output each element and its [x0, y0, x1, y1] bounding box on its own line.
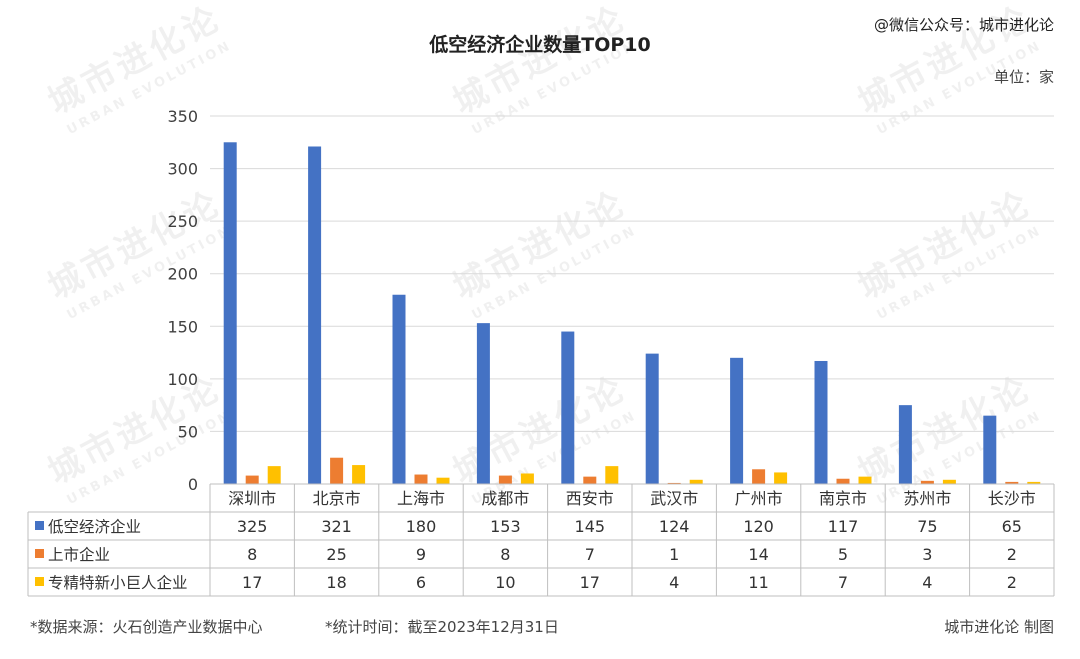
x-tick-label: 广州市 [735, 489, 783, 508]
data-source-note: *数据来源：火石创造产业数据中心 [30, 618, 263, 636]
bar [752, 469, 766, 484]
data-label: 120 [743, 517, 774, 536]
bar [667, 482, 681, 484]
x-tick-label: 上海市 [397, 489, 445, 508]
x-tick-label: 成都市 [481, 489, 529, 508]
y-tick-label: 350 [167, 107, 198, 126]
bar [352, 465, 366, 484]
bar [920, 480, 934, 484]
bar [583, 476, 597, 484]
data-label: 180 [406, 517, 437, 536]
bar [1027, 481, 1041, 484]
bar [942, 479, 956, 484]
data-label: 25 [326, 545, 346, 564]
legend-label: 低空经济企业 [48, 518, 141, 536]
data-label: 11 [748, 573, 768, 592]
bar [414, 474, 428, 484]
data-label: 18 [326, 573, 346, 592]
y-tick-label: 250 [167, 212, 198, 231]
x-tick-label: 长沙市 [988, 489, 1036, 508]
data-label: 325 [237, 517, 268, 536]
bar [308, 146, 322, 484]
bar [436, 477, 450, 484]
x-tick-label: 南京市 [819, 489, 867, 508]
bar [605, 466, 619, 484]
data-label: 3 [922, 545, 932, 564]
bar [814, 360, 828, 484]
data-label: 6 [416, 573, 426, 592]
data-label: 8 [247, 545, 257, 564]
data-label: 153 [490, 517, 521, 536]
bar [774, 472, 788, 484]
bar [836, 478, 850, 484]
bar [645, 353, 659, 484]
data-label: 5 [838, 545, 848, 564]
data-label: 2 [1007, 545, 1017, 564]
data-label: 4 [669, 573, 679, 592]
chart-title: 低空经济企业数量TOP10 [429, 34, 651, 56]
data-label: 321 [321, 517, 352, 536]
bar [898, 405, 912, 484]
legend-swatch [35, 521, 44, 530]
data-label: 17 [242, 573, 262, 592]
bar [689, 479, 703, 484]
wechat-credit: @微信公众号：城市进化论 [873, 16, 1054, 34]
data-label: 8 [500, 545, 510, 564]
x-tick-label: 西安市 [566, 489, 614, 508]
data-label: 14 [748, 545, 768, 564]
x-tick-label: 深圳市 [228, 489, 276, 508]
bar [1005, 481, 1019, 484]
data-label: 17 [580, 573, 600, 592]
bar [476, 323, 490, 484]
unit-label: 单位：家 [993, 68, 1054, 86]
stat-time-note: *统计时间：截至2023年12月31日 [325, 618, 559, 636]
data-label: 7 [838, 573, 848, 592]
legend-swatch [35, 577, 44, 586]
x-tick-label: 苏州市 [903, 489, 951, 508]
bar [983, 415, 997, 484]
x-tick-label: 武汉市 [650, 489, 698, 508]
data-label: 145 [575, 517, 606, 536]
bar [392, 294, 406, 484]
data-label: 4 [922, 573, 932, 592]
data-label: 7 [585, 545, 595, 564]
y-tick-label: 150 [167, 317, 198, 336]
data-label: 75 [917, 517, 937, 536]
legend-swatch [35, 549, 44, 558]
bar [730, 357, 744, 484]
bar [330, 457, 344, 484]
data-label: 117 [828, 517, 859, 536]
legend-label: 上市企业 [48, 546, 110, 564]
bar [561, 331, 575, 484]
y-tick-label: 50 [178, 422, 198, 441]
legend-label: 专精特新小巨人企业 [48, 574, 188, 592]
x-tick-label: 北京市 [313, 489, 361, 508]
bar [858, 476, 872, 484]
y-tick-label: 0 [188, 475, 198, 494]
bar [520, 473, 534, 484]
y-tick-label: 200 [167, 265, 198, 284]
bar [245, 475, 259, 484]
bar [223, 142, 237, 485]
y-tick-label: 300 [167, 160, 198, 179]
data-label: 124 [659, 517, 690, 536]
data-label: 2 [1007, 573, 1017, 592]
data-label: 10 [495, 573, 515, 592]
data-label: 65 [1002, 517, 1022, 536]
y-tick-label: 100 [167, 370, 198, 389]
bar [498, 475, 512, 484]
maker-credit: 城市进化论 制图 [944, 618, 1054, 636]
data-label: 9 [416, 545, 426, 564]
data-label: 1 [669, 545, 679, 564]
bar [267, 466, 281, 484]
